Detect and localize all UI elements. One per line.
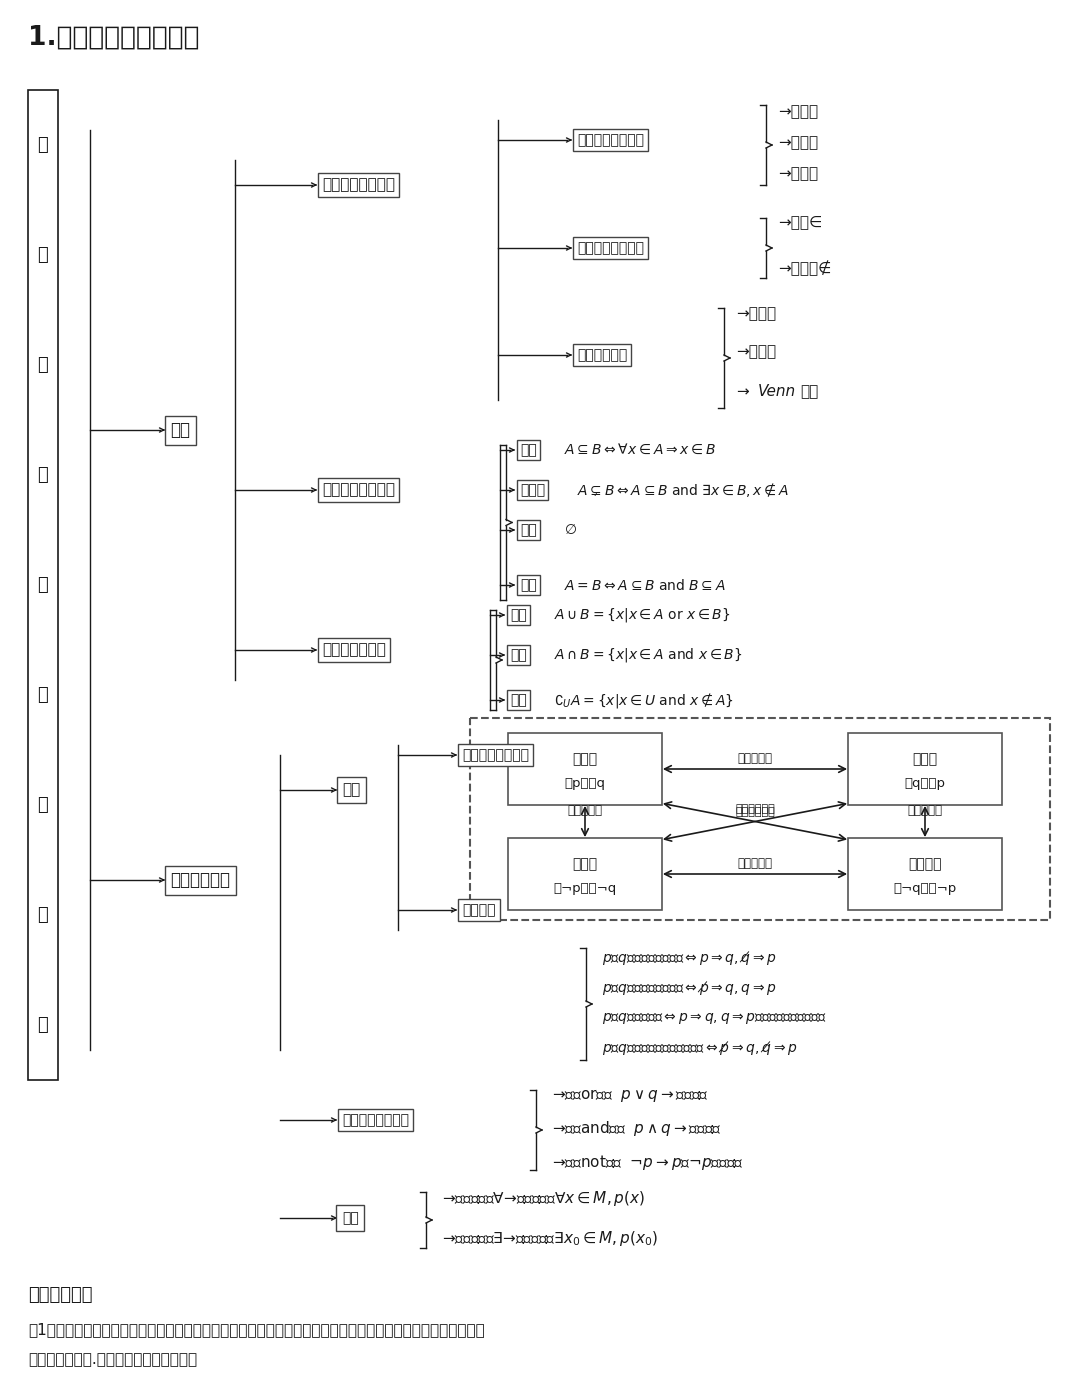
Text: 元素与集合的关系: 元素与集合的关系 <box>577 242 644 255</box>
Text: 用: 用 <box>38 577 49 595</box>
FancyBboxPatch shape <box>28 89 58 1081</box>
Text: 互为逆否命题: 互为逆否命题 <box>735 807 774 818</box>
Text: $p$是$q$的必要非充分条件$\Leftrightarrow p\not\Rightarrow q,q\Rightarrow p$: $p$是$q$的必要非充分条件$\Leftrightarrow p\not\Ri… <box>602 979 777 997</box>
Text: →不属于∉: →不属于∉ <box>778 260 832 276</box>
Text: 常用逻辑用语: 常用逻辑用语 <box>170 871 230 889</box>
Text: 合: 合 <box>38 246 49 264</box>
Text: $p$是$q$的充要条件$\Leftrightarrow p\Rightarrow q,q\Rightarrow p$（充要条件是相互的）: $p$是$q$的充要条件$\Leftrightarrow p\Rightarro… <box>602 1011 826 1026</box>
Text: →属于∈: →属于∈ <box>778 215 822 229</box>
Text: 元素表示的意义.常见几种集合及其含义：: 元素表示的意义.常见几种集合及其含义： <box>28 1353 198 1368</box>
Text: 空集: 空集 <box>519 524 537 537</box>
Text: $\complement_U A=\{x|x\in U$ and $x\notin A\}$: $\complement_U A=\{x|x\in U$ and $x\noti… <box>554 691 733 709</box>
Text: 集合中元素的特性: 集合中元素的特性 <box>577 133 644 147</box>
Text: 简单的逻辑联结词: 简单的逻辑联结词 <box>342 1113 409 1127</box>
Text: 子集: 子集 <box>519 443 537 456</box>
Text: →描述法: →描述法 <box>735 345 777 360</box>
Text: →非（not）：  $\neg p\rightarrow p$与$\neg p$真假相反: →非（not）： $\neg p\rightarrow p$与$\neg p$真… <box>552 1153 744 1171</box>
Text: →: → <box>735 384 748 399</box>
Text: 集合的基本运算: 集合的基本运算 <box>322 642 386 658</box>
Text: →确定性: →确定性 <box>778 105 819 120</box>
Text: 交集: 交集 <box>510 648 527 662</box>
Text: $\varnothing$: $\varnothing$ <box>564 524 577 537</box>
Text: →或（or）：  $p\vee q\rightarrow$一真则真: →或（or）： $p\vee q\rightarrow$一真则真 <box>552 1087 708 1104</box>
Text: 与: 与 <box>38 356 49 374</box>
Text: 若¬q，则¬p: 若¬q，则¬p <box>893 882 957 895</box>
Text: Venn: Venn <box>758 384 796 399</box>
Text: 否命题: 否命题 <box>572 857 597 871</box>
Text: 逆否命题: 逆否命题 <box>908 857 942 871</box>
Text: →且（and）：  $p\wedge q\rightarrow$一假则假: →且（and）： $p\wedge q\rightarrow$一假则假 <box>552 1118 721 1138</box>
Text: →存在量词：$\exists$→特称命题：$\exists x_0\in M,p(x_0)$: →存在量词：$\exists$→特称命题：$\exists x_0\in M,p… <box>442 1228 658 1248</box>
Text: 并集: 并集 <box>510 609 527 623</box>
Text: $A\subsetneq B\Leftrightarrow A\subseteq B$ and $\exists x\in B,x\notin A$: $A\subsetneq B\Leftrightarrow A\subseteq… <box>577 482 789 498</box>
FancyBboxPatch shape <box>508 838 662 910</box>
Text: 命题: 命题 <box>342 783 361 797</box>
Text: $p$是$q$的充分非必要条件$\Leftrightarrow p\Rightarrow q,q\not\Rightarrow p$: $p$是$q$的充分非必要条件$\Leftrightarrow p\Righta… <box>602 949 777 967</box>
Text: $A\cup B=\{x|x\in A$ or $x\in B\}$: $A\cup B=\{x|x\in A$ or $x\in B\}$ <box>554 606 730 624</box>
Text: 互为否命题: 互为否命题 <box>907 804 943 818</box>
Text: 四种命题及其关系: 四种命题及其关系 <box>462 748 529 762</box>
Text: 原命题: 原命题 <box>572 752 597 766</box>
Text: →全称量词：$\forall$→全称命题：$\forall x\in M,p(x)$: →全称量词：$\forall$→全称命题：$\forall x\in M,p(x… <box>442 1188 645 1208</box>
Text: →无序性: →无序性 <box>778 166 819 181</box>
Text: 常: 常 <box>38 466 49 484</box>
Text: 1.集合与常用逻辑用语: 1.集合与常用逻辑用语 <box>28 25 200 52</box>
Text: 互为逆否命题: 互为逆否命题 <box>735 804 774 814</box>
Text: $A\cap B=\{x|x\in A$ and $x\in B\}$: $A\cap B=\{x|x\in A$ and $x\in B\}$ <box>554 646 743 664</box>
Text: 集合的表示法: 集合的表示法 <box>577 348 627 362</box>
FancyBboxPatch shape <box>848 838 1002 910</box>
Text: $p$是$q$的既非充分又非必要条件$\Leftrightarrow p\not\Rightarrow q,q\not\Rightarrow p$: $p$是$q$的既非充分又非必要条件$\Leftrightarrow p\not… <box>602 1039 798 1057</box>
Text: 辑: 辑 <box>38 796 49 814</box>
Text: 【易误提醒】: 【易误提醒】 <box>28 1286 93 1304</box>
Text: 若p，则q: 若p，则q <box>565 778 606 790</box>
FancyBboxPatch shape <box>508 733 662 805</box>
Text: 集合的含义与表示: 集合的含义与表示 <box>322 177 395 193</box>
Text: 互为逆命题: 互为逆命题 <box>738 752 772 765</box>
Text: 逆命题: 逆命题 <box>913 752 937 766</box>
Text: 互为逆命题: 互为逆命题 <box>738 857 772 870</box>
Text: 用: 用 <box>38 906 49 924</box>
Text: →互异性: →互异性 <box>778 135 819 151</box>
Text: 若¬p，则¬q: 若¬p，则¬q <box>553 882 617 895</box>
Text: 集合间的基本关系: 集合间的基本关系 <box>322 483 395 497</box>
Text: 语: 语 <box>38 1016 49 1034</box>
Text: $A\subseteq B\Leftrightarrow\forall x\in A\Rightarrow x\in B$: $A\subseteq B\Leftrightarrow\forall x\in… <box>564 443 716 456</box>
FancyBboxPatch shape <box>470 718 1050 920</box>
Text: 补集: 补集 <box>510 692 527 706</box>
Text: 互为否命题: 互为否命题 <box>567 804 603 818</box>
Text: 若q，则p: 若q，则p <box>905 778 945 790</box>
FancyBboxPatch shape <box>848 733 1002 805</box>
Text: 集: 集 <box>38 135 49 154</box>
Text: （1）研究一个集合首先要看集合中的代表元素，然后再看元素的限制条件；当集合用描述法表示时，注意弄清其: （1）研究一个集合首先要看集合中的代表元素，然后再看元素的限制条件；当集合用描述… <box>28 1322 485 1337</box>
Text: 逻: 逻 <box>38 685 49 704</box>
Text: 量词: 量词 <box>342 1210 359 1226</box>
Text: $A=B\Leftrightarrow A\subseteq B$ and $B\subseteq A$: $A=B\Leftrightarrow A\subseteq B$ and $B… <box>564 578 726 592</box>
Text: →列举法: →列举法 <box>735 307 777 321</box>
Text: 真子集: 真子集 <box>519 483 545 497</box>
Text: 相等: 相等 <box>519 578 537 592</box>
Text: 图法: 图法 <box>800 384 819 399</box>
Text: 集合: 集合 <box>170 422 190 438</box>
Text: 四种条件: 四种条件 <box>462 903 496 917</box>
